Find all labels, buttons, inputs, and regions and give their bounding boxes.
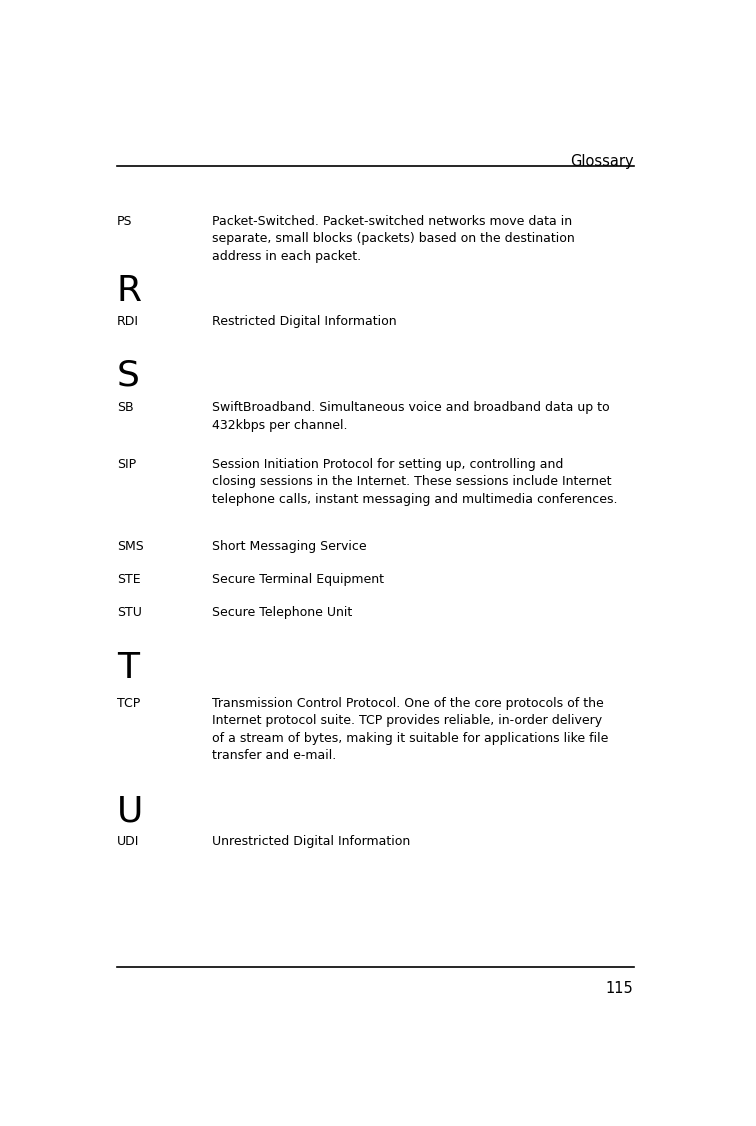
Text: STE: STE [116, 573, 141, 586]
Text: SB: SB [116, 401, 133, 414]
Text: S: S [116, 359, 140, 393]
Text: Secure Telephone Unit: Secure Telephone Unit [212, 606, 352, 619]
Text: 115: 115 [606, 982, 634, 997]
Text: SwiftBroadband. Simultaneous voice and broadband data up to
432kbps per channel.: SwiftBroadband. Simultaneous voice and b… [212, 401, 609, 431]
Text: UDI: UDI [116, 834, 139, 848]
Text: Session Initiation Protocol for setting up, controlling and
closing sessions in : Session Initiation Protocol for setting … [212, 457, 617, 506]
Text: U: U [116, 794, 143, 828]
Text: Glossary: Glossary [570, 154, 634, 169]
Text: RDI: RDI [116, 314, 139, 328]
Text: Short Messaging Service: Short Messaging Service [212, 540, 367, 553]
Text: TCP: TCP [116, 697, 140, 711]
Text: Glossary: Glossary [714, 535, 727, 591]
Text: PS: PS [116, 215, 132, 227]
Text: Unrestricted Digital Information: Unrestricted Digital Information [212, 834, 410, 848]
Text: Secure Terminal Equipment: Secure Terminal Equipment [212, 573, 384, 586]
Text: Restricted Digital Information: Restricted Digital Information [212, 314, 396, 328]
Text: SIP: SIP [116, 457, 136, 471]
Text: SMS: SMS [116, 540, 144, 553]
Text: R: R [116, 274, 142, 307]
Text: STU: STU [116, 606, 141, 619]
Text: Transmission Control Protocol. One of the core protocols of the
Internet protoco: Transmission Control Protocol. One of th… [212, 697, 608, 762]
Text: T: T [116, 651, 139, 685]
Text: Packet-Switched. Packet-switched networks move data in
separate, small blocks (p: Packet-Switched. Packet-switched network… [212, 215, 575, 262]
